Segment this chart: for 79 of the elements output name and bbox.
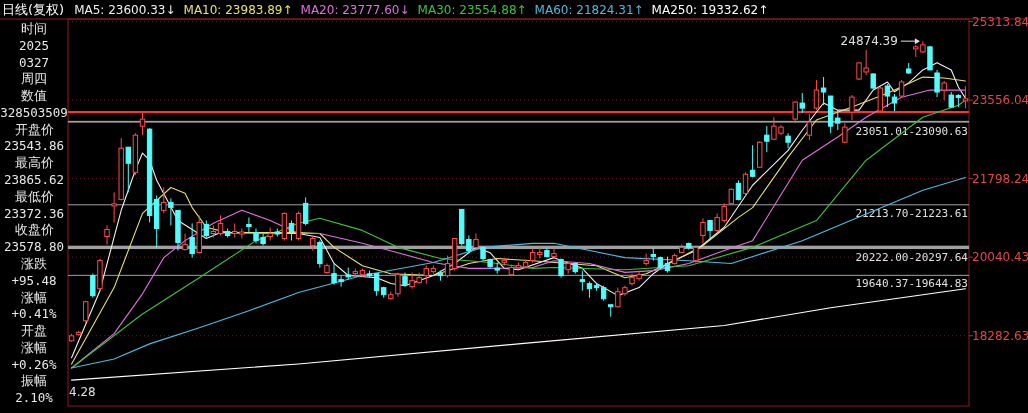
text: 23578.80 xyxy=(3,239,65,255)
candlestick xyxy=(104,224,110,246)
candlestick xyxy=(799,92,805,114)
candlestick xyxy=(189,222,195,259)
candlestick xyxy=(849,94,855,121)
text: 2.10% xyxy=(15,390,54,406)
candlestick xyxy=(820,76,827,106)
candlestick xyxy=(707,219,713,240)
candlestick xyxy=(317,240,323,269)
candlestick xyxy=(111,191,117,223)
y-tick-label: 21798.24 xyxy=(972,171,1028,186)
text: 涨跌 xyxy=(21,255,47,271)
text: 涨幅 xyxy=(21,289,47,305)
candlestick xyxy=(373,273,380,297)
line-series xyxy=(71,176,966,369)
candlestick xyxy=(927,45,933,71)
text: MA30: 23554.88↑ xyxy=(417,3,527,17)
text: 最高价 xyxy=(14,155,54,171)
text: +0.26% xyxy=(11,356,58,372)
candlestick xyxy=(168,197,174,226)
candlestick xyxy=(877,86,884,113)
text: MA60: 21824.31↑ xyxy=(534,3,644,17)
candlestick xyxy=(125,146,131,193)
candlestick xyxy=(288,219,295,242)
candlestick xyxy=(813,79,820,111)
text: 0327 xyxy=(18,54,50,70)
text: 23372.36 xyxy=(3,205,65,221)
candlestick xyxy=(90,273,96,299)
text: 开盘 xyxy=(21,323,47,339)
candlestick xyxy=(423,265,429,285)
y-tick-label: 23556.04 xyxy=(972,93,1028,108)
text: 最低价 xyxy=(14,188,54,204)
text: 振幅 xyxy=(21,373,47,389)
candlestick xyxy=(395,272,401,298)
band-label: 19640.37-19644.83 xyxy=(855,277,968,291)
text: 23543.86 xyxy=(3,138,65,154)
text: 收盘价 xyxy=(14,222,54,238)
chart-title: 日线(复权) xyxy=(2,2,65,17)
text: MA250: 19332.62↑ xyxy=(651,3,769,17)
candlestick xyxy=(579,270,586,292)
candlestick xyxy=(764,125,770,153)
text: +95.48 xyxy=(11,272,57,288)
line-series xyxy=(71,288,966,381)
text: 2025 xyxy=(18,37,50,53)
candlestick xyxy=(792,100,798,124)
annotation: 24874.39 xyxy=(840,34,898,49)
candlestick xyxy=(749,144,756,178)
candlestick xyxy=(182,233,188,252)
candlestick xyxy=(444,255,451,279)
y-tick-label: 25313.84 xyxy=(972,14,1028,29)
candlestick xyxy=(302,196,309,226)
candlestick xyxy=(161,186,167,214)
text: MA10: 23983.89↑ xyxy=(183,3,293,17)
text: 23865.62 xyxy=(3,172,65,188)
candlestick xyxy=(941,80,947,101)
text: 开盘价 xyxy=(14,121,54,137)
text: 时间 xyxy=(21,21,47,36)
text: +0.41% xyxy=(11,306,58,322)
candlestick xyxy=(700,217,706,245)
candlestick xyxy=(551,248,557,259)
candlestick xyxy=(217,214,224,237)
y-tick-label: 18282.63 xyxy=(972,328,1028,343)
candlestick xyxy=(785,132,791,149)
text: MA5: 23600.33↓ xyxy=(74,3,176,17)
text: 数值 xyxy=(21,88,47,104)
candlestick xyxy=(246,216,252,233)
candlestick xyxy=(934,69,940,98)
text: 328503509 xyxy=(0,104,68,120)
text: 周四 xyxy=(21,71,47,87)
candlestick xyxy=(884,83,891,108)
candlestick xyxy=(898,79,905,99)
text: 涨幅 xyxy=(21,339,47,355)
band-label: 20222.00-20297.64 xyxy=(855,251,969,265)
y-tick-label: 20040.43 xyxy=(972,250,1028,265)
candlestick xyxy=(742,171,749,196)
text: MA20: 23777.60↓ xyxy=(300,3,410,17)
annotation: 4.28 xyxy=(69,385,96,399)
candlestick xyxy=(139,112,146,136)
candlestick xyxy=(806,113,813,141)
